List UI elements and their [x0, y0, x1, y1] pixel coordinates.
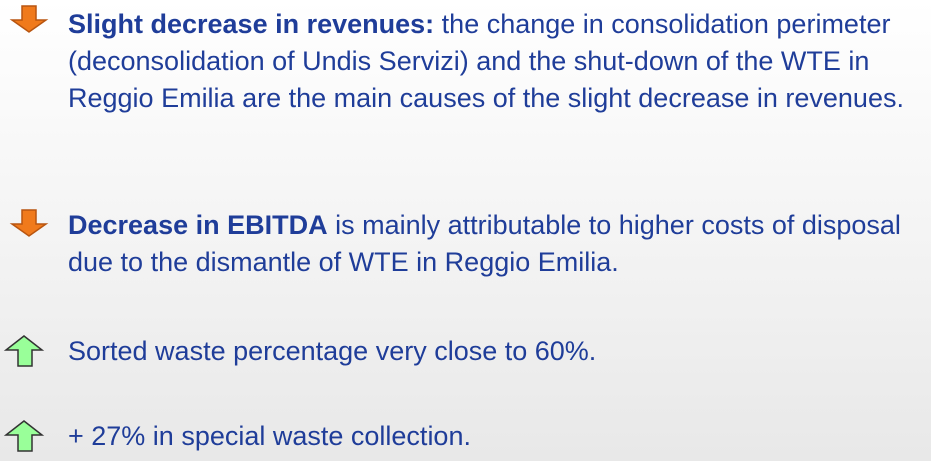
- text: is mainly attributable to higher costs o…: [68, 210, 901, 277]
- up-arrow-icon: [3, 335, 45, 367]
- down-arrow-icon: [9, 209, 49, 237]
- bold-text: Decrease in EBITDA: [68, 210, 328, 240]
- down-arrow-icon: [9, 5, 49, 33]
- bullet-item: + 27% in special waste collection.: [68, 418, 918, 455]
- bullet-item: Decrease in EBITDA is mainly attributabl…: [68, 207, 918, 281]
- up-arrow-icon: [3, 420, 45, 452]
- bold-text: Slight decrease in revenues:: [68, 9, 435, 39]
- bullet-item: Sorted waste percentage very close to 60…: [68, 333, 918, 370]
- bullet-item: Slight decrease in revenues: the change …: [68, 6, 918, 117]
- text: + 27% in special waste collection.: [68, 421, 471, 451]
- text: Sorted waste percentage very close to 60…: [68, 336, 597, 366]
- text: the change in consolidation perimeter (d…: [68, 9, 904, 113]
